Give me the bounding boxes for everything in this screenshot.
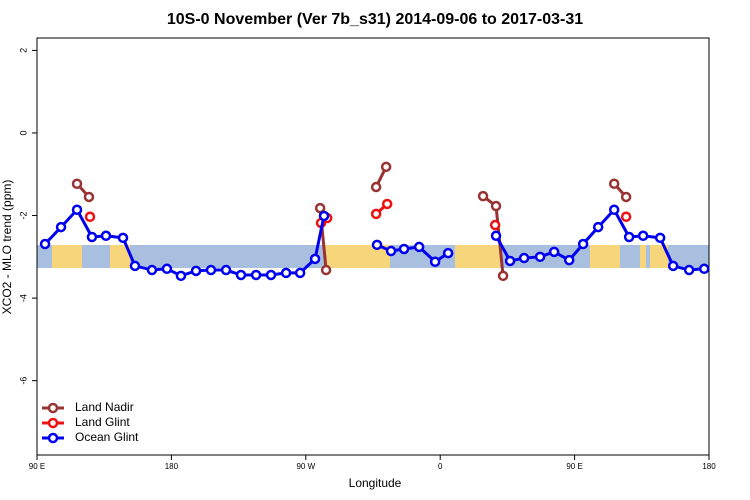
y-tick-label: -6 bbox=[18, 377, 28, 385]
point bbox=[637, 230, 649, 242]
map-strip bbox=[37, 245, 709, 268]
point bbox=[370, 181, 382, 193]
point bbox=[280, 267, 292, 279]
point bbox=[84, 211, 96, 223]
point bbox=[318, 210, 330, 222]
y-tick-label: -2 bbox=[18, 212, 28, 220]
point bbox=[534, 251, 546, 263]
point bbox=[39, 238, 51, 250]
legend-label: Land Nadir bbox=[75, 400, 134, 414]
land-band bbox=[590, 245, 620, 268]
point bbox=[190, 265, 202, 277]
point bbox=[100, 230, 112, 242]
x-tick-label: 90 W bbox=[296, 462, 315, 471]
legend-label: Land Glint bbox=[75, 415, 130, 429]
point bbox=[518, 252, 530, 264]
point bbox=[235, 269, 247, 281]
point bbox=[161, 263, 173, 275]
point bbox=[592, 221, 604, 233]
point bbox=[477, 190, 489, 202]
point bbox=[129, 260, 141, 272]
legend-marker bbox=[47, 402, 59, 414]
point bbox=[413, 241, 425, 253]
point bbox=[497, 270, 509, 282]
x-tick-label: 180 bbox=[165, 462, 179, 471]
point bbox=[608, 204, 620, 216]
point bbox=[309, 253, 321, 265]
land-band bbox=[455, 245, 500, 268]
x-axis-label: Longitude bbox=[349, 476, 402, 490]
land-band bbox=[110, 245, 130, 268]
x-tick-label: 90 E bbox=[29, 462, 45, 471]
y-axis-label: XCO2 - MLO trend (ppm) bbox=[0, 180, 14, 315]
x-tick-label: 180 bbox=[702, 462, 716, 471]
point bbox=[620, 191, 632, 203]
point bbox=[698, 263, 710, 275]
point bbox=[429, 256, 441, 268]
land-band bbox=[52, 245, 82, 268]
point bbox=[442, 247, 454, 259]
point bbox=[175, 270, 187, 282]
land-band bbox=[650, 245, 668, 268]
point bbox=[654, 232, 666, 244]
point bbox=[623, 231, 635, 243]
point bbox=[380, 161, 392, 173]
point bbox=[294, 267, 306, 279]
point bbox=[398, 243, 410, 255]
point bbox=[577, 238, 589, 250]
land-band bbox=[640, 245, 646, 268]
point bbox=[83, 191, 95, 203]
point bbox=[117, 232, 129, 244]
x-tick-label: 90 E bbox=[566, 462, 582, 471]
point bbox=[71, 178, 83, 189]
point bbox=[220, 264, 232, 276]
chart-title: 10S-0 November (Ver 7b_s31) 2014-09-06 t… bbox=[167, 11, 583, 28]
point bbox=[146, 264, 158, 276]
point bbox=[71, 204, 83, 216]
point bbox=[667, 260, 679, 272]
point bbox=[504, 255, 516, 267]
x-tick-label: 0 bbox=[438, 462, 443, 471]
y-tick-label: 2 bbox=[18, 48, 28, 53]
point bbox=[548, 246, 560, 258]
point bbox=[86, 231, 98, 243]
legend-label: Ocean Glint bbox=[75, 430, 139, 444]
point bbox=[490, 200, 502, 212]
y-tick-label: -4 bbox=[18, 294, 28, 302]
point bbox=[683, 264, 695, 276]
point bbox=[489, 219, 501, 231]
point bbox=[620, 211, 632, 223]
plot-frame bbox=[36, 37, 710, 456]
point bbox=[320, 264, 332, 276]
point bbox=[314, 202, 326, 214]
legend-marker bbox=[47, 432, 59, 444]
legend-marker bbox=[47, 417, 59, 429]
point bbox=[490, 230, 502, 242]
land-band bbox=[325, 245, 390, 268]
point bbox=[563, 254, 575, 266]
point bbox=[385, 245, 397, 257]
point bbox=[608, 178, 620, 189]
point bbox=[370, 208, 382, 220]
y-tick-label: 0 bbox=[18, 130, 28, 135]
point bbox=[265, 269, 277, 281]
point bbox=[381, 198, 393, 210]
point bbox=[250, 269, 262, 281]
point bbox=[55, 221, 67, 233]
point bbox=[371, 239, 383, 251]
point bbox=[205, 264, 217, 276]
